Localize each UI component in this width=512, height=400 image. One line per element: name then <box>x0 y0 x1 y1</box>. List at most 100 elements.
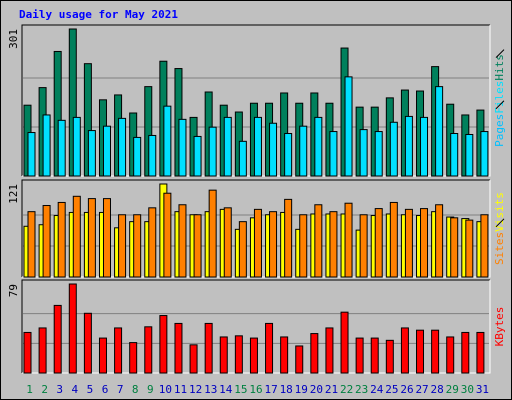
bar <box>480 131 489 177</box>
bar <box>404 115 413 177</box>
bar <box>27 132 36 177</box>
bar <box>223 116 232 177</box>
bar <box>416 329 425 374</box>
x-tick-label: 2 <box>41 383 48 396</box>
x-tick-label: 27 <box>415 383 428 396</box>
y-tick-label: 301 <box>7 29 20 49</box>
x-tick-label: 20 <box>310 383 323 396</box>
bar <box>249 337 258 374</box>
bar <box>208 126 217 177</box>
legend-entry: Visits <box>493 192 506 232</box>
bar <box>480 214 489 278</box>
bar <box>435 204 444 278</box>
bar <box>148 134 157 177</box>
x-tick-label: 4 <box>72 383 79 396</box>
x-tick-label: 5 <box>87 383 94 396</box>
bar <box>420 116 429 177</box>
bar <box>23 331 32 374</box>
x-tick-label: 26 <box>400 383 413 396</box>
bar <box>374 131 383 177</box>
legend-separator <box>495 218 505 228</box>
x-tick-label: 11 <box>174 383 187 396</box>
y-tick-label: 121 <box>7 184 20 204</box>
bar <box>476 331 485 374</box>
bar <box>280 336 289 374</box>
bar <box>344 202 353 278</box>
legend: SitesVisits <box>493 192 506 265</box>
bar <box>223 207 232 278</box>
x-tick-label: 12 <box>189 383 202 396</box>
legend-entry: Files <box>493 81 506 114</box>
legend-entry: Pages <box>493 114 506 147</box>
bar <box>284 133 293 177</box>
bar <box>295 345 304 374</box>
bar <box>329 131 338 177</box>
x-tick-label: 21 <box>325 383 338 396</box>
bar <box>42 205 51 278</box>
bar <box>310 333 319 374</box>
bar <box>27 211 36 278</box>
bar <box>68 283 77 374</box>
bar <box>355 337 364 374</box>
bar <box>420 208 429 278</box>
bar <box>389 121 398 177</box>
x-tick-label: 3 <box>56 383 63 396</box>
bar <box>400 327 409 374</box>
bar <box>98 337 107 374</box>
bar <box>174 322 183 374</box>
chart-title: Daily usage for May 2021 <box>19 8 178 21</box>
bar <box>102 198 111 278</box>
bar <box>238 140 247 177</box>
bar <box>465 133 474 177</box>
bar <box>163 192 172 278</box>
bar <box>72 195 81 278</box>
bar <box>359 129 368 177</box>
bar <box>284 198 293 278</box>
x-tick-label: 24 <box>370 383 384 396</box>
bar <box>299 214 308 278</box>
bar <box>57 119 66 177</box>
panel-shadow <box>21 24 490 176</box>
x-tick-label: 13 <box>204 383 217 396</box>
bar <box>118 214 127 278</box>
bar <box>234 335 243 374</box>
y-tick-label: 79 <box>7 284 20 297</box>
bar <box>133 214 142 278</box>
bar <box>435 86 444 177</box>
bar <box>118 117 127 177</box>
x-tick-label: 6 <box>102 383 109 396</box>
legend-separator <box>495 100 505 110</box>
bar <box>208 189 217 278</box>
bar <box>389 201 398 278</box>
bar <box>38 327 47 374</box>
bar <box>83 312 92 374</box>
bar <box>87 198 96 278</box>
x-tick-label: 25 <box>385 383 398 396</box>
bar <box>53 304 62 374</box>
legend: KBytes <box>493 307 506 347</box>
bar <box>325 327 334 374</box>
bar <box>204 322 213 374</box>
x-tick-label: 1 <box>26 383 33 396</box>
bar <box>129 342 138 374</box>
bar <box>314 116 323 177</box>
bar <box>163 105 172 177</box>
bar <box>178 118 187 177</box>
bar <box>431 329 440 374</box>
legend-separator <box>495 49 505 58</box>
x-tick-label: 30 <box>461 383 474 396</box>
bar <box>148 207 157 278</box>
bar <box>465 219 474 278</box>
bar <box>450 217 459 278</box>
bar <box>314 204 323 278</box>
bar <box>102 125 111 177</box>
bar <box>269 122 278 177</box>
bar <box>189 344 198 374</box>
bar <box>404 208 413 278</box>
legend-entry: Sites <box>493 232 506 265</box>
bar <box>359 214 368 278</box>
legend: PagesFilesHits <box>493 54 506 147</box>
bar <box>385 339 394 374</box>
